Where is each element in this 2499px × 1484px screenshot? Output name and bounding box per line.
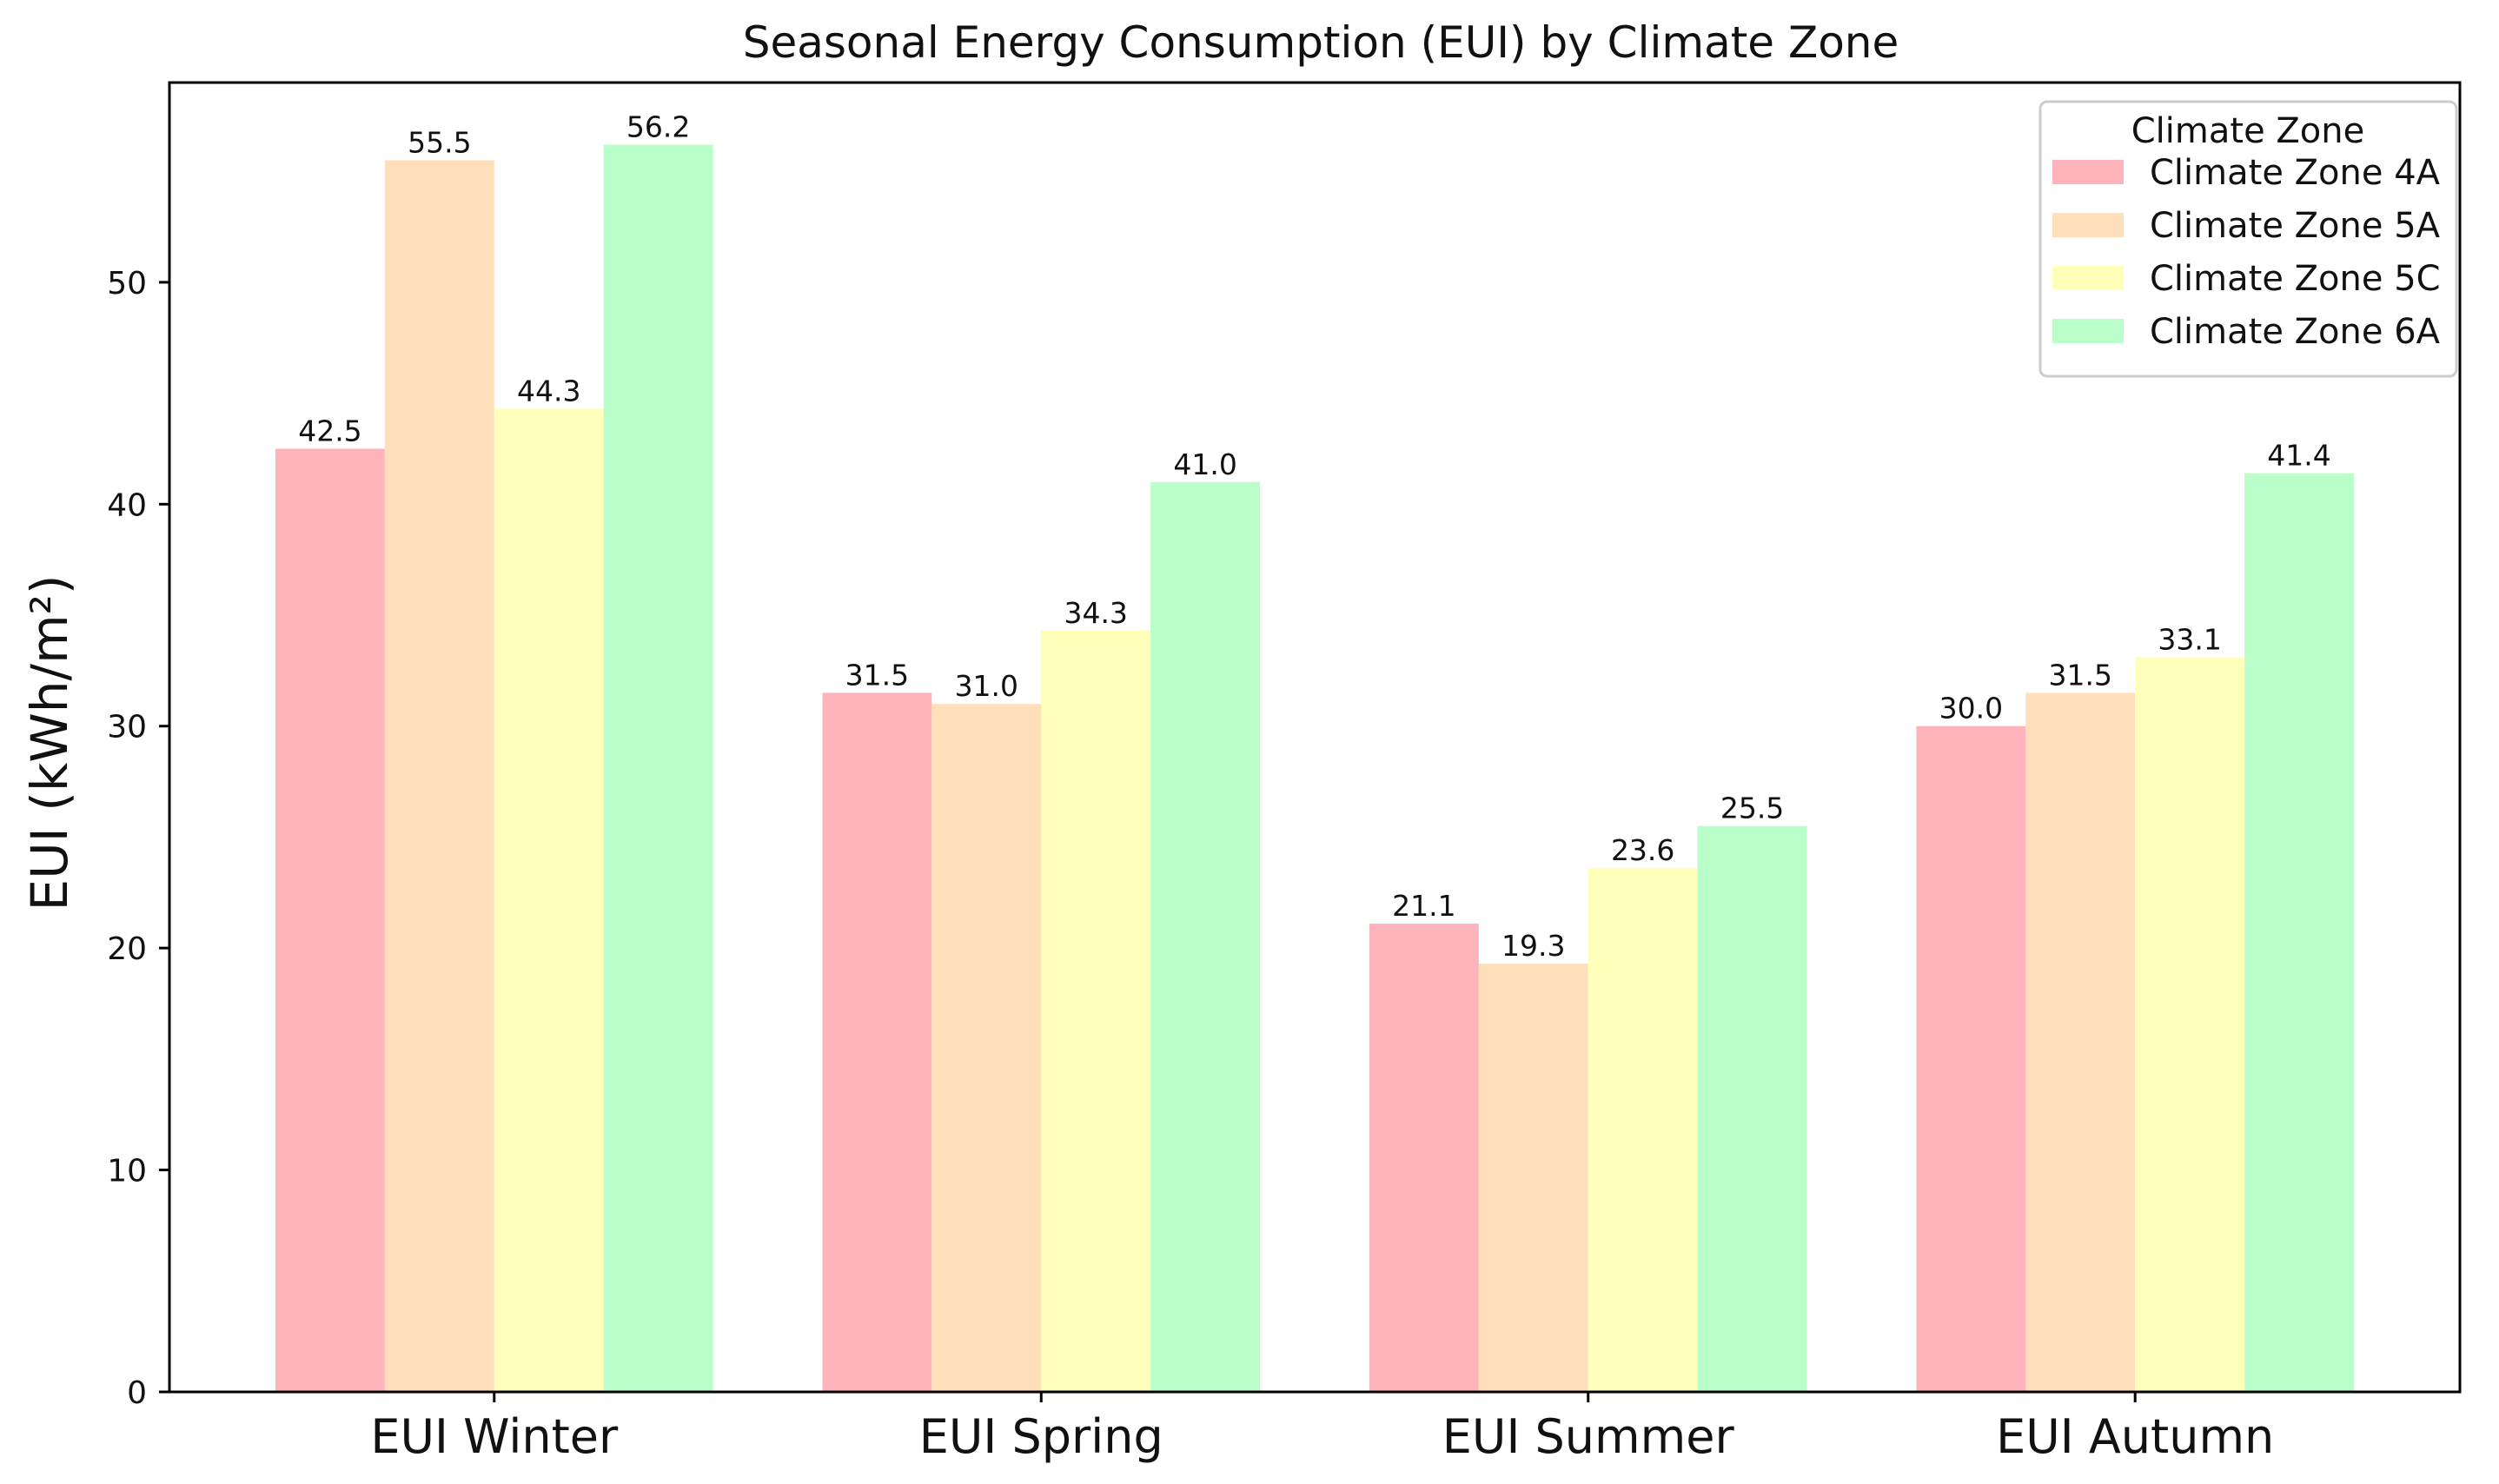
data-label: 30.0 [1939, 692, 2003, 725]
legend-swatch-climate-zone-6a [2052, 319, 2124, 343]
bar-eui-spring-climate-zone-5a [931, 704, 1042, 1392]
legend-swatch-climate-zone-5a [2052, 213, 2124, 237]
bar-eui-summer-climate-zone-5a [1478, 964, 1588, 1392]
bar-eui-summer-climate-zone-4a [1369, 924, 1479, 1392]
bar-eui-winter-climate-zone-5a [384, 160, 494, 1392]
bar-eui-spring-climate-zone-6a [1150, 481, 1261, 1392]
bar-eui-winter-climate-zone-4a [275, 448, 385, 1392]
y-axis-ticks: 0 10 20 30 40 50 [107, 266, 169, 1411]
bar-eui-summer-climate-zone-5c [1588, 868, 1698, 1392]
x-tick-label: EUI Summer [1442, 1409, 1735, 1464]
data-label: 31.5 [845, 658, 909, 692]
data-label: 44.3 [517, 374, 580, 407]
x-axis-ticks: EUI Winter EUI Spring EUI Summer EUI Autumn [370, 1392, 2274, 1464]
bar-eui-spring-climate-zone-5c [1041, 630, 1151, 1392]
x-tick-label: EUI Winter [370, 1409, 619, 1464]
legend-title: Climate Zone [2131, 111, 2364, 151]
x-tick-label: EUI Spring [919, 1409, 1163, 1464]
legend-label: Climate Zone 6A [2150, 312, 2441, 352]
bar-eui-autumn-climate-zone-5c [2135, 657, 2245, 1392]
data-label: 21.1 [1392, 889, 1455, 923]
y-tick-label: 30 [107, 710, 147, 745]
y-axis-label: EUI (kWh/m²) [20, 575, 79, 911]
legend-label: Climate Zone 5A [2150, 206, 2441, 246]
bar-eui-spring-climate-zone-4a [822, 692, 932, 1392]
x-tick-label: EUI Autumn [1996, 1409, 2274, 1464]
legend-swatch-climate-zone-4a [2052, 160, 2124, 184]
bar-eui-winter-climate-zone-5c [494, 408, 604, 1392]
data-label: 42.5 [298, 414, 361, 447]
y-tick-label: 0 [127, 1375, 147, 1411]
y-tick-label: 20 [107, 931, 147, 967]
legend-label: Climate Zone 4A [2150, 153, 2441, 193]
y-tick-label: 50 [107, 266, 147, 301]
data-label: 25.5 [1720, 792, 1784, 825]
bar-eui-winter-climate-zone-6a [603, 144, 713, 1392]
bar-eui-autumn-climate-zone-6a [2244, 473, 2354, 1392]
y-tick-label: 10 [107, 1154, 147, 1189]
data-label: 55.5 [408, 125, 471, 159]
data-label: 41.4 [2267, 439, 2330, 473]
data-label: 56.2 [626, 110, 690, 144]
data-label: 19.3 [1501, 929, 1565, 963]
legend-swatch-climate-zone-5c [2052, 266, 2124, 290]
data-labels-layer: 42.5 55.5 44.3 56.2 31.5 31.0 34.3 41.0 21.1 19.3… [298, 110, 2331, 964]
y-tick-label: 40 [107, 487, 147, 523]
legend-items: Climate Zone 4A Climate Zone 5A Climate Zo… [2052, 153, 2441, 352]
legend-label: Climate Zone 5C [2150, 259, 2441, 299]
bar-eui-autumn-climate-zone-4a [1916, 725, 2026, 1392]
data-label: 31.5 [2049, 658, 2112, 692]
bars-layer [275, 144, 2354, 1392]
data-label: 33.1 [2158, 623, 2221, 657]
data-label: 34.3 [1064, 596, 1127, 630]
data-label: 31.0 [955, 669, 1018, 703]
legend-box [2038, 100, 2458, 378]
data-label: 23.6 [1611, 833, 1674, 867]
bar-eui-summer-climate-zone-6a [1697, 825, 1807, 1392]
data-label: 41.0 [1173, 447, 1236, 481]
bar-eui-autumn-climate-zone-5a [2025, 692, 2136, 1392]
plot-frame [168, 81, 2462, 1394]
chart-title: Seasonal Energy Consumption (EUI) by Cli… [743, 17, 1899, 68]
